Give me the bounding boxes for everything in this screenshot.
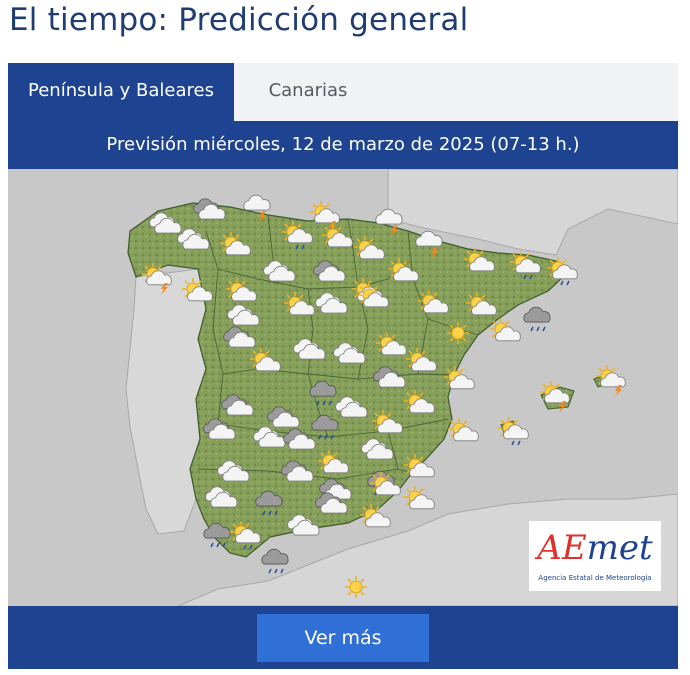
aemet-logo: AEmet Agencia Estatal de Meteorología xyxy=(529,521,661,591)
forecast-header: Previsión miércoles, 12 de marzo de 2025… xyxy=(106,134,580,155)
ver-mas-button[interactable]: Ver más xyxy=(257,614,429,662)
tab-bar: Península y Baleares Canarias xyxy=(8,63,678,121)
weather-map: AEmet Agencia Estatal de Meteorología xyxy=(8,169,678,606)
page-title: El tiempo: Predicción general xyxy=(9,2,469,38)
tab-peninsula-baleares[interactable]: Península y Baleares xyxy=(8,63,234,121)
aemet-subtitle: Agencia Estatal de Meteorología xyxy=(538,574,652,582)
aemet-wordmark: AEmet xyxy=(529,529,661,567)
aemet-wordmark-ae: AE xyxy=(537,528,587,568)
france-landmass xyxy=(387,169,678,256)
forecast-widget: Península y Baleares Canarias Previsión … xyxy=(8,63,678,669)
tab-canarias[interactable]: Canarias xyxy=(268,80,348,101)
aemet-wordmark-met: met xyxy=(586,528,653,568)
